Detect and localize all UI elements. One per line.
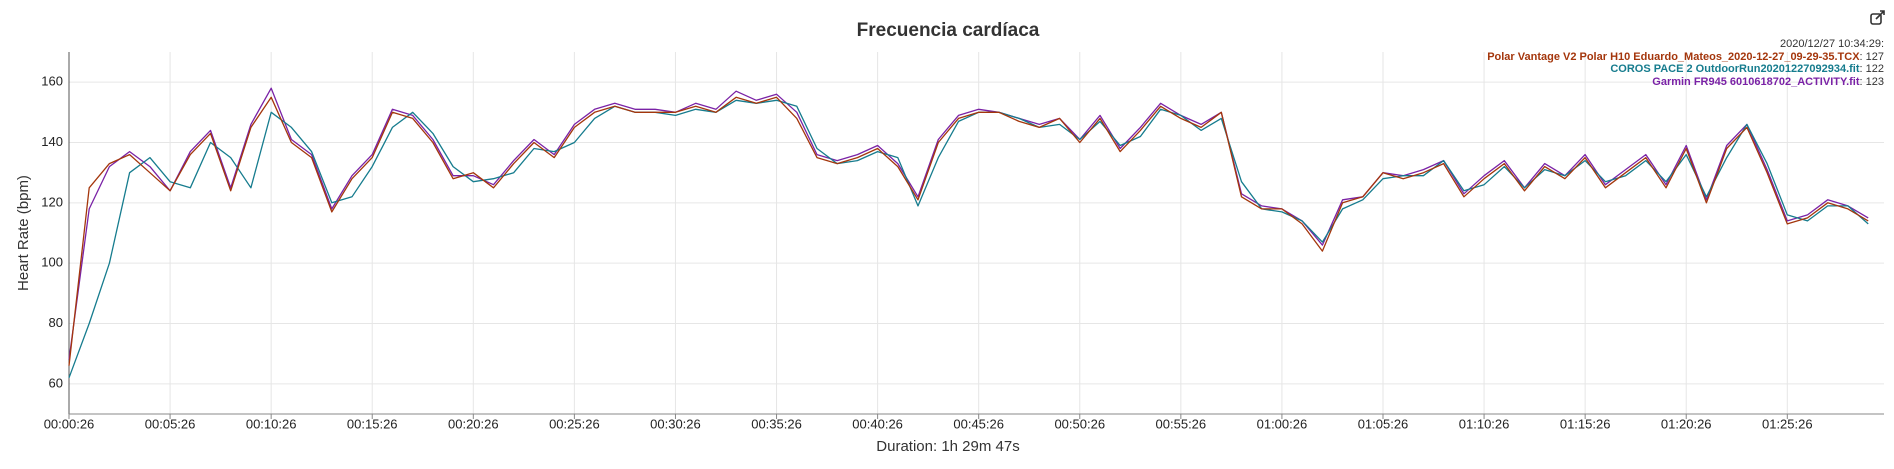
legend-rows: Polar Vantage V2 Polar H10 Eduardo_Mateo… — [1487, 51, 1884, 89]
x-axis-title: Duration: 1h 29m 47s — [876, 438, 1019, 455]
x-tick-label: 00:35:26 — [751, 416, 802, 431]
legend-value: : 127 — [1859, 50, 1884, 63]
x-tick-label: 00:30:26 — [650, 416, 701, 431]
x-tick-label: 00:25:26 — [549, 416, 600, 431]
series-line — [68, 87, 1869, 360]
legend-value: : 122 — [1859, 63, 1884, 76]
legend-label: Polar Vantage V2 Polar H10 Eduardo_Mateo… — [1487, 50, 1860, 63]
x-tick-label: 00:15:26 — [347, 416, 398, 431]
y-tick-label: 80 — [49, 315, 63, 330]
x-tick-label: 00:45:26 — [953, 416, 1004, 431]
chart-title: Frecuencia cardíaca — [857, 20, 1040, 41]
export-icon[interactable] — [1870, 10, 1885, 25]
y-tick-label: 100 — [41, 255, 63, 270]
x-tick-label: 00:00:26 — [44, 416, 95, 431]
legend-label: COROS PACE 2 OutdoorRun20201227092934.fi… — [1610, 63, 1860, 76]
x-tick-label: 00:55:26 — [1156, 416, 1207, 431]
y-tick-label: 60 — [49, 375, 63, 390]
legend: 2020/12/27 10:34:29: Polar Vantage V2 Po… — [1487, 38, 1884, 88]
x-tick-label: 01:20:26 — [1661, 416, 1712, 431]
x-tick-label: 01:00:26 — [1257, 416, 1308, 431]
y-axis-title: Heart Rate (bpm) — [15, 175, 32, 291]
series-line — [68, 99, 1869, 379]
x-tick-label: 00:40:26 — [852, 416, 903, 431]
x-tick-label: 00:20:26 — [448, 416, 499, 431]
x-tick-label: 01:15:26 — [1560, 416, 1611, 431]
x-tick-label: 00:10:26 — [246, 416, 297, 431]
x-tick-label: 00:05:26 — [145, 416, 196, 431]
y-tick-label: 160 — [41, 74, 63, 89]
legend-label: Garmin FR945 6010618702_ACTIVITY.fit — [1652, 75, 1860, 88]
y-tick-label: 120 — [41, 194, 63, 209]
x-tick-label: 01:25:26 — [1762, 416, 1813, 431]
hover-time: 2020/12/27 10:34:29: — [1780, 38, 1884, 50]
legend-entry[interactable]: COROS PACE 2 OutdoorRun20201227092934.fi… — [1487, 63, 1884, 76]
y-tick-label: 140 — [41, 134, 63, 149]
x-tick-label: 00:50:26 — [1054, 416, 1105, 431]
legend-value: : 123 — [1859, 75, 1884, 88]
legend-entry[interactable]: Polar Vantage V2 Polar H10 Eduardo_Mateo… — [1487, 51, 1884, 64]
x-tick-label: 01:05:26 — [1358, 416, 1409, 431]
series-line — [68, 96, 1869, 366]
legend-entry[interactable]: Garmin FR945 6010618702_ACTIVITY.fit: 12… — [1487, 76, 1884, 89]
x-tick-label: 01:10:26 — [1459, 416, 1510, 431]
